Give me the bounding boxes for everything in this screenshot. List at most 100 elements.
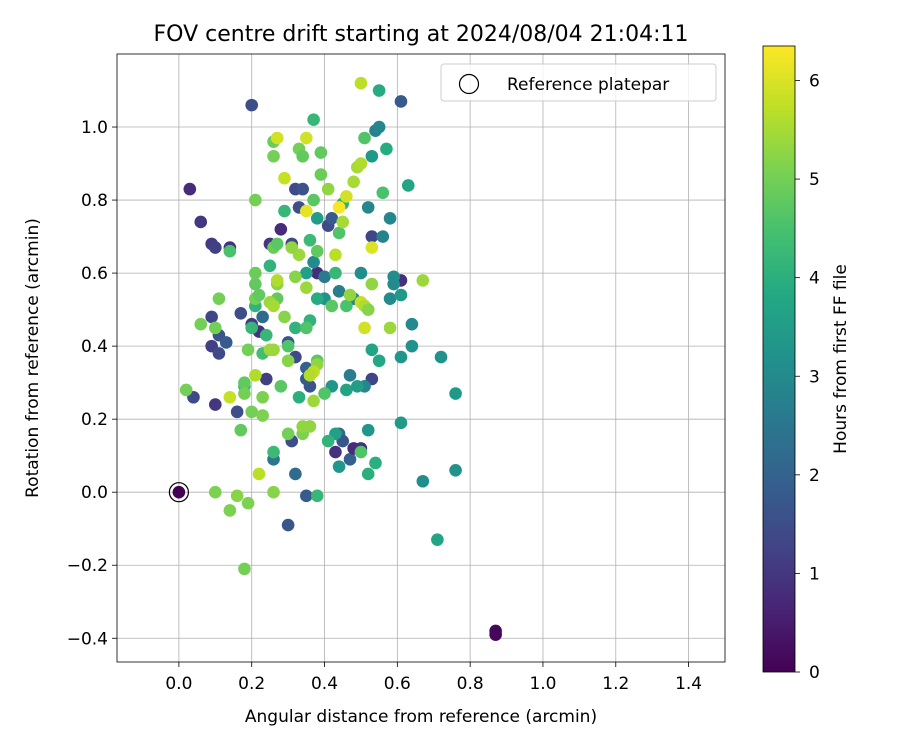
data-point [310,489,324,503]
data-point [278,310,291,324]
data-point [332,226,346,240]
data-point [358,321,371,335]
data-point [300,204,313,218]
data-point [259,328,273,342]
data-point [249,193,262,207]
data-point [263,259,277,273]
data-point [289,467,302,481]
colorbar-tick-label: 0 [809,663,820,683]
data-point [249,277,262,291]
reference-point [172,485,186,499]
data-point [252,467,266,481]
data-point [343,288,357,302]
data-point [372,354,386,368]
data-point [212,347,226,360]
data-point [219,336,233,349]
data-point [347,175,360,189]
colorbar-tick-label: 6 [809,72,820,92]
data-point [449,463,462,477]
data-point [394,288,408,302]
data-point [387,277,400,291]
y-tick-label: −0.2 [67,556,108,576]
data-point [241,496,255,510]
data-point [245,405,259,419]
x-tick-label: 0.8 [457,674,484,694]
data-point [394,416,408,430]
y-tick-label: 0.8 [81,191,108,211]
data-point [376,230,390,243]
data-point [208,321,222,335]
data-point [278,171,291,185]
data-point [380,142,393,156]
data-point [281,518,295,532]
data-point [234,306,248,320]
data-point [383,292,397,305]
data-point [401,179,415,192]
data-point [354,157,368,170]
data-point [405,339,419,353]
x-tick-label: 0.6 [384,674,411,694]
data-point [230,405,244,419]
data-point [208,398,222,411]
data-point [296,182,309,196]
data-point [300,281,313,295]
data-point [205,310,218,324]
data-point [365,277,379,291]
y-tick-label: 0.4 [81,337,108,357]
data-point [252,288,266,302]
data-point [314,168,328,181]
data-point [361,303,375,316]
reference-marker-icon [168,482,189,503]
data-point [303,233,317,247]
data-point [307,394,320,408]
data-point [325,212,339,225]
data-point [300,131,313,145]
data-point [416,474,430,488]
data-point [394,95,408,108]
colorbar-label: Hours from first FF file [831,264,851,454]
x-axis-ticks: 0.0 0.2 0.4 0.6 0.8 1.0 1.2 1.4 [165,662,702,694]
x-tick-label: 0.4 [311,674,338,694]
data-point [310,212,324,225]
data-point [365,343,379,357]
data-point [329,248,342,262]
y-axis-ticks: −0.4 −0.2 0.0 0.2 0.4 0.6 0.8 1.0 [67,118,117,649]
data-point [449,387,462,400]
data-point [194,317,208,331]
data-point [230,489,244,503]
data-point [354,445,368,459]
data-point [318,387,331,400]
data-point [296,420,309,433]
data-point [340,383,353,397]
data-point [372,120,386,134]
data-point [394,350,408,364]
data-point [249,266,262,280]
data-point [208,485,222,499]
data-point [358,131,371,145]
data-point [270,131,284,145]
data-point [267,485,280,499]
y-tick-label: 0.2 [81,410,108,430]
data-point [343,369,357,382]
data-point [238,387,251,400]
data-point [281,339,295,353]
x-tick-label: 1.4 [675,674,702,694]
data-point [376,186,390,200]
data-point [249,369,262,382]
data-point [296,149,309,163]
data-point [281,354,295,368]
data-point [303,369,317,382]
data-point [274,222,288,236]
data-point [300,321,313,335]
data-point [354,76,368,90]
data-point [325,299,339,313]
data-point [332,201,346,214]
data-point [179,383,193,397]
x-tick-label: 1.2 [602,674,629,694]
data-point [292,390,306,404]
chart-title: FOV centre drift starting at 2024/08/04 … [154,22,689,47]
data-point [332,460,346,473]
x-tick-label: 0.0 [165,674,192,694]
legend-entry-reference-platepar: Reference platepar [507,75,669,95]
